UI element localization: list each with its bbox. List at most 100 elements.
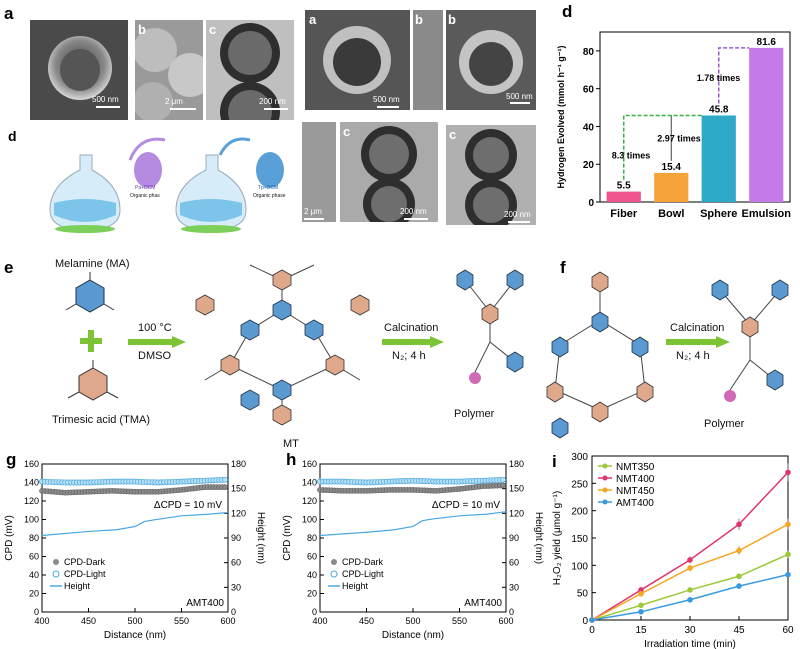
delta-cpd-annotation: ΔCPD = 10 mV [432,500,500,511]
x-axis-label: Irradiation time (min) [644,639,736,649]
y-tick-label: 100 [24,515,39,525]
data-point [638,587,644,593]
tem-image-spheres-2: 200 nm [340,122,438,222]
ratio-line [718,47,750,104]
mt-framework-structure [195,264,370,426]
y-tick-label: 120 [24,496,39,506]
panel-label-a: a [4,4,14,23]
panel-label-d: d [562,2,573,21]
panel-label-d-inset: d [8,128,17,144]
sem-image-spheres: 2 μm [135,20,203,120]
x-tick-label: 600 [498,616,513,626]
polymer-label-f: Polymer [704,418,745,430]
y-tick-label: 140 [302,478,317,488]
cpd-light-point [222,476,229,483]
legend-label: CPD-Dark [342,557,384,567]
sample-label: AMT400 [186,598,224,609]
legend-label: Height [342,581,369,591]
legend-marker [602,463,608,469]
legend-label: NMT400 [616,474,655,485]
x-tick-label: Sphere [700,208,737,220]
data-point [638,590,644,597]
y-tick-label: 200 [571,507,588,518]
y-tick-label: 40 [307,570,317,580]
legend-marker [602,499,608,505]
legend-label: NMT450 [616,486,655,497]
ratio-annotation: 2.97 times [657,134,701,144]
y-tick-label: 150 [571,534,588,545]
legend-marker [52,570,60,578]
legend-label: CPD-Light [64,569,106,579]
y-tick-label: 80 [583,47,595,58]
data-point [785,571,791,578]
legend-marker [331,559,337,565]
legend-label: AMT400 [616,498,654,509]
calcination-label-f: Calcination [670,322,725,334]
x-tick-label: Emulsion [741,208,791,220]
data-point [638,609,644,615]
polymer-label-e: Polymer [454,408,495,420]
tem-strip: 2 μm [302,122,336,222]
data-point [736,573,742,580]
mt-label: MT [283,438,299,450]
y-tick-label: 160 [302,459,317,469]
y-tick-label: 0 [588,198,594,209]
flask2-reagent: Tp+DCM [258,185,279,191]
data-point [687,565,693,571]
y-right-tick-label: 90 [509,533,519,543]
melamine-structure [65,272,115,313]
x-tick-label: 15 [635,625,647,636]
y-tick-label: 20 [583,160,595,171]
h2o2-yield-chart: 0 15 30 45 60 0 50 100 150 200 250 300 Irradiation t… [552,452,794,649]
y-right-tick-label: 30 [231,582,241,592]
y-tick-label: 250 [571,479,588,490]
y-right-tick-label: 60 [509,558,519,568]
legend-marker [330,570,338,578]
height-line [41,511,229,537]
ratio-annotation: 8.3 times [612,151,651,161]
data-point [785,469,791,476]
y-axis-label: Hydrogen Evolved (mmol h⁻¹ g⁻¹) [556,45,566,188]
panel-label-h: h [286,450,297,469]
x-tick-label: 450 [81,616,96,626]
legend-label: Height [64,581,91,591]
flask2-caption: Organic phase [253,193,286,199]
x-tick-label: 550 [452,616,467,626]
tem-image-spheres-3: 200 nm [446,125,536,225]
y-right-tick-label: 0 [231,607,236,617]
bar-value-label: 5.5 [617,181,631,192]
cpd-dark-point [222,484,228,490]
y-tick-label: 80 [307,533,317,543]
bar-fiber [606,191,641,202]
legend-label: NMT350 [616,462,655,473]
y-tick-label: 40 [583,122,595,133]
data-point [736,521,742,528]
sem-image-bowl: 500 nm [30,20,128,120]
y-tick-label: 60 [307,552,317,562]
x-tick-label: 400 [34,616,49,626]
y-right-tick-label: 120 [509,508,524,518]
legend-marker [602,487,608,493]
framework-structure-f [546,271,654,439]
y-tick-label: 0 [312,607,317,617]
x-tick-label: 550 [174,616,189,626]
data-point [736,547,742,554]
y-right-axis-label: Height (nm) [255,512,266,564]
y-tick-label: 80 [29,533,39,543]
legend-marker [602,475,608,481]
y-tick-label: 20 [307,589,317,599]
y-tick-label: 50 [577,589,589,600]
y-tick-label: 100 [302,515,317,525]
bar-sphere [701,115,736,202]
ratio-annotation: 1.78 times [697,73,741,83]
scale-label: 200 nm [504,210,531,219]
scale-label: 2 μm [304,207,322,216]
kpfm-chart-g: 400 450 500 550 6000204060801001201401600306… [4,459,266,641]
legend-marker [53,559,59,565]
reaction-arrow [128,336,186,348]
calcination-cond-e: N₂; 4 h [392,350,426,362]
tem-image-spheres: 200 nm [206,20,294,120]
y-tick-label: 140 [24,478,39,488]
scale-label: 200 nm [400,207,427,216]
bar-emulsion [749,47,784,202]
